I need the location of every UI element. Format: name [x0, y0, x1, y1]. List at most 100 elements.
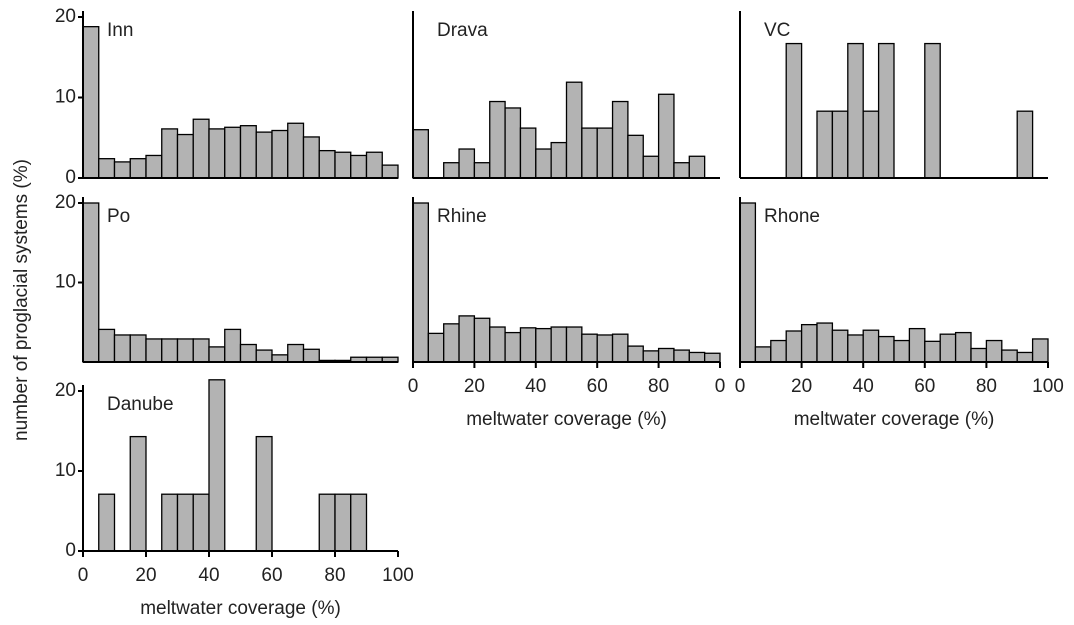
bar	[565, 326, 583, 363]
bar	[642, 155, 660, 179]
bar	[192, 338, 210, 363]
bar	[239, 125, 257, 179]
bar	[98, 493, 116, 552]
bar	[161, 338, 179, 363]
bar	[443, 323, 460, 363]
bar	[657, 93, 675, 179]
x-tick-label: 80	[324, 565, 345, 586]
bar	[161, 128, 179, 179]
bar	[412, 129, 430, 179]
x-tick-label: 0	[735, 376, 746, 397]
bar	[176, 338, 194, 363]
bar	[239, 343, 257, 363]
bar	[427, 332, 445, 363]
bar	[302, 348, 320, 363]
y-axis-label: number of proglacial systems (%)	[11, 159, 32, 441]
bar	[381, 164, 399, 179]
panel-title: Rhone	[764, 206, 820, 227]
x-tick-label: 40	[198, 565, 219, 586]
bar	[877, 335, 895, 363]
bar	[287, 343, 305, 363]
x-tick-label: 80	[976, 376, 997, 397]
panel-title: VC	[764, 20, 790, 41]
bar	[862, 329, 880, 363]
bar	[176, 493, 194, 552]
bar	[145, 154, 163, 179]
x-tick-label: 20	[135, 565, 156, 586]
bar	[611, 333, 629, 363]
bar	[816, 110, 834, 179]
bar	[831, 110, 849, 179]
y-tick-label: 20	[55, 192, 76, 213]
panel-title: Po	[107, 206, 130, 227]
x-tick-label: 40	[853, 376, 874, 397]
bar	[535, 148, 552, 179]
bar	[334, 151, 352, 179]
bar	[192, 493, 210, 552]
bar	[642, 350, 660, 363]
bar	[129, 334, 147, 363]
bar	[1031, 338, 1049, 363]
bar	[192, 118, 210, 179]
bar	[535, 327, 552, 363]
bar	[770, 339, 787, 363]
bar	[739, 202, 757, 363]
bar	[581, 333, 598, 363]
x-tick-label: 60	[587, 376, 608, 397]
bar	[1016, 110, 1034, 179]
y-tick-label: 0	[65, 167, 76, 188]
bar	[688, 155, 706, 179]
bar	[908, 327, 926, 363]
bar	[458, 315, 476, 363]
bar	[82, 202, 100, 363]
x-tick-label: 0	[78, 565, 89, 586]
x-tick-label: 40	[525, 376, 546, 397]
bar	[473, 162, 491, 179]
y-tick-label: 10	[55, 272, 76, 293]
bar	[565, 81, 583, 179]
bar	[255, 349, 273, 363]
bar	[611, 100, 629, 179]
bar	[924, 340, 941, 363]
bar	[287, 122, 305, 179]
panel-title: Danube	[107, 394, 174, 415]
bar	[939, 333, 957, 363]
bar	[161, 493, 179, 552]
y-tick-label: 10	[55, 87, 76, 108]
bar	[318, 149, 336, 179]
x-axis-label: meltwater coverage (%)	[466, 409, 667, 430]
bar	[954, 331, 972, 363]
bar	[412, 202, 430, 363]
bar	[489, 100, 506, 179]
bar	[985, 339, 1003, 363]
bar	[208, 128, 226, 179]
bar	[271, 129, 289, 179]
panel-title: Rhine	[437, 206, 487, 227]
bar	[443, 162, 460, 179]
bar	[627, 134, 644, 179]
bar	[847, 42, 864, 179]
x-tick-label: 60	[914, 376, 935, 397]
x-tick-label: 0	[408, 376, 419, 397]
bar	[924, 42, 941, 179]
bar	[365, 151, 383, 179]
bar	[504, 331, 522, 363]
bar	[473, 317, 491, 363]
bar	[704, 352, 721, 363]
bar	[458, 148, 476, 179]
x-tick-label: 20	[464, 376, 485, 397]
bar	[145, 338, 163, 363]
bar	[318, 493, 336, 552]
bar	[489, 326, 506, 363]
bar	[785, 330, 803, 363]
bar	[224, 328, 242, 363]
bar	[596, 127, 614, 179]
bar	[129, 158, 147, 179]
x-tick-label: 0	[715, 376, 726, 397]
bar	[800, 323, 818, 363]
bar	[847, 334, 864, 363]
x-tick-label: 100	[1032, 376, 1064, 397]
bar	[334, 493, 352, 552]
bar	[816, 322, 834, 363]
x-tick-label: 80	[648, 376, 669, 397]
